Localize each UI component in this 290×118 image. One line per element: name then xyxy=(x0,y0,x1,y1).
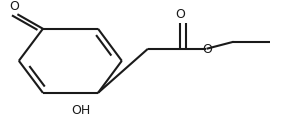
Text: O: O xyxy=(10,0,19,13)
Text: O: O xyxy=(202,43,212,56)
Text: OH: OH xyxy=(72,104,91,117)
Text: O: O xyxy=(175,8,185,21)
